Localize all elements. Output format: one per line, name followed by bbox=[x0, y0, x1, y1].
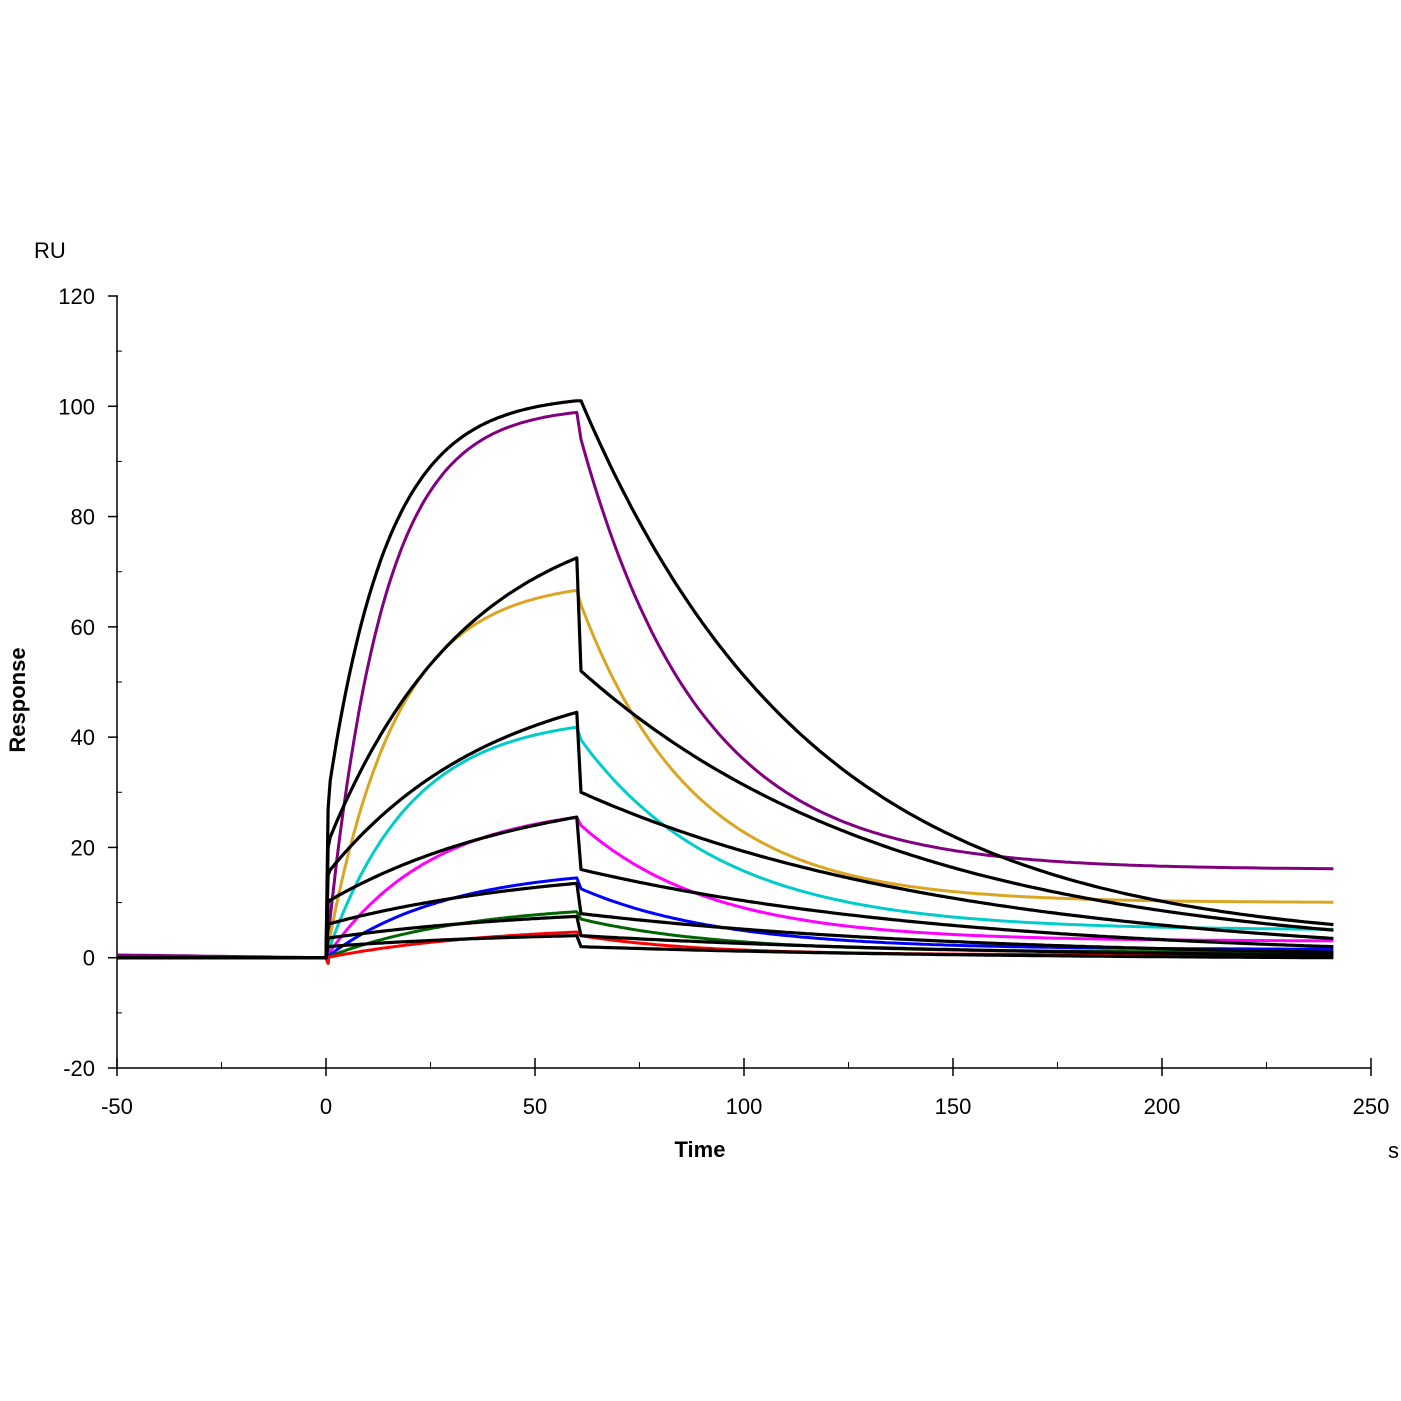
series-layer bbox=[116, 399, 1334, 965]
x-tick-label: 200 bbox=[1144, 1094, 1181, 1119]
y-tick-label: 20 bbox=[71, 835, 95, 860]
fit-5 bbox=[117, 881, 1334, 960]
x-tick-label: 50 bbox=[523, 1094, 547, 1119]
x-tick-label: 150 bbox=[935, 1094, 972, 1119]
fit-4 bbox=[117, 815, 1334, 960]
y-tick-label: 100 bbox=[58, 394, 95, 419]
y-tick-label: 60 bbox=[71, 615, 95, 640]
x-tick-label: 250 bbox=[1353, 1094, 1390, 1119]
fit-6 bbox=[117, 914, 1334, 960]
y-tick-label: 80 bbox=[71, 505, 95, 530]
y-unit-label: RU bbox=[34, 238, 66, 263]
curve-gold bbox=[117, 588, 1334, 965]
fit-2 bbox=[117, 556, 1334, 960]
y-tick-label: 0 bbox=[83, 946, 95, 971]
y-axis-title: Response bbox=[5, 647, 30, 752]
y-tick-label: -20 bbox=[63, 1056, 95, 1081]
y-tick-label: 120 bbox=[58, 284, 95, 309]
curve-magenta bbox=[117, 815, 1334, 965]
fit-7 bbox=[117, 934, 1334, 960]
x-tick-label: 0 bbox=[320, 1094, 332, 1119]
x-tick-label: -50 bbox=[101, 1094, 133, 1119]
x-ticks: -50 0 50 100 150 200 250 bbox=[101, 1058, 1389, 1119]
fit-1 bbox=[117, 399, 1334, 960]
x-tick-label: 100 bbox=[726, 1094, 763, 1119]
y-ticks: -20 0 20 40 60 80 100 120 bbox=[58, 284, 122, 1081]
y-tick-label: 40 bbox=[71, 725, 95, 750]
curve-cyan bbox=[117, 725, 1334, 965]
curve-purple bbox=[116, 410, 1334, 965]
x-unit-label: s bbox=[1388, 1138, 1399, 1163]
fit-3 bbox=[117, 710, 1334, 960]
x-axis-title: Time bbox=[675, 1137, 726, 1162]
